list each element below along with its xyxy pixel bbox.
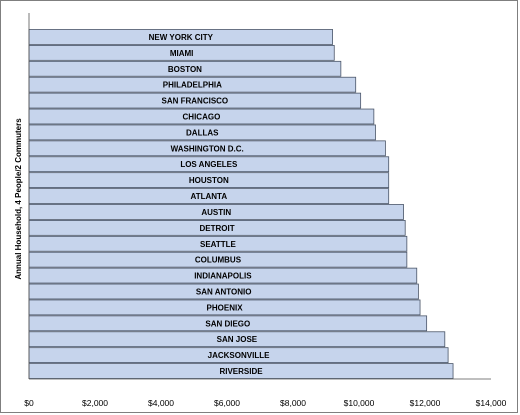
bar-labels-group: NEW YORK CITY MIAMI BOSTON PHILADELPHIA SAN … [149,33,270,376]
x-tick-labels-group: $0 $2,000 $4,000 $6,000 $8,000 $10,000 $12,000… [24,398,506,408]
bar-label-indianapolis: INDIANAPOLIS [194,272,252,281]
bar-label-jacksonville: JACKSONVILLE [208,351,270,360]
x-tick-label: $0 [24,398,34,408]
x-tick-label: $4,000 [148,398,174,408]
bar-label-columbus: COLUMBUS [195,256,242,265]
bar-label-chicago: CHICAGO [183,113,221,122]
x-tick-label: $2,000 [82,398,108,408]
bar-label-dallas: DALLAS [186,128,219,137]
bar-label-san-jose: SAN JOSE [217,335,258,344]
bar-label-seattle: SEATTLE [200,240,237,249]
bar-label-austin: AUSTIN [201,208,231,217]
bar-label-los-angeles: LOS ANGELES [180,160,238,169]
x-tick-label: $12,000 [410,398,441,408]
bar-label-new-york-city: NEW YORK CITY [149,33,214,42]
bar-label-riverside: RIVERSIDE [219,367,263,376]
bar-label-houston: HOUSTON [189,176,229,185]
bar-label-boston: BOSTON [168,65,202,74]
bar-label-washington-d-c: WASHINGTON D.C. [171,144,244,153]
x-tick-label: $8,000 [280,398,306,408]
bar-label-miami: MIAMI [170,49,194,58]
x-tick-label: $14,000 [476,398,507,408]
x-tick-label: $10,000 [344,398,375,408]
bar-label-san-diego: SAN DIEGO [205,319,250,328]
bar-label-philadelphia: PHILADELPHIA [163,81,222,90]
bar-label-atlanta: ATLANTA [191,192,228,201]
bar-label-san-antonio: SAN ANTONIO [196,288,252,297]
bar-label-detroit: DETROIT [200,224,235,233]
bar-label-phoenix: PHOENIX [207,303,244,312]
bar-label-san-francisco: SAN FRANCISCO [161,97,228,106]
x-tick-label: $6,000 [214,398,240,408]
y-axis-label: Annual Household, 4 People/2 Commuters [14,118,23,280]
